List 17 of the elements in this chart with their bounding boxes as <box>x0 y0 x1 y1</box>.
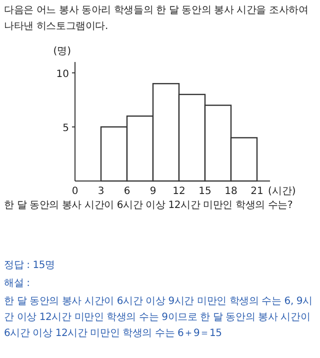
x-axis-title: (시간) <box>268 186 296 197</box>
x-tick-label: 6 <box>124 186 130 197</box>
x-tick-label: 12 <box>172 186 186 197</box>
y-tick-label: 10 <box>56 68 69 80</box>
x-tick-label: 3 <box>98 186 104 197</box>
x-tick-label: 21 <box>250 186 264 197</box>
y-tick-label: 5 <box>62 122 69 134</box>
y-axis-title: (명) <box>53 46 72 57</box>
x-tick-label: 18 <box>224 186 238 197</box>
annotation: 한 달 동안의 봉사 시간이 6시간 이상 9시간 미만인 학생의 수는 6, 9시간 이상 12시간 미만인 학생의 수는 9이므로 한 달 동안의 봉사 시간이 6시간 이상 12시간 미만인 학생의 수는 6＋9＝15 <box>4 295 314 341</box>
x-tick-label: 15 <box>198 186 212 197</box>
annotation: 한 달 동안의 봉사 시간이 6시간 이상 12시간 미만인 학생의 수는? <box>4 199 294 213</box>
title: 다음은 어느 봉사 동아리 학생들의 한 달 동안의 봉사 시간을 조사하여 나타낸 히스토그램이다. <box>4 4 310 34</box>
x-tick-label: 0 <box>72 186 78 197</box>
annotation: 정답 : 15명 <box>4 259 56 273</box>
annotation: 해설 : <box>4 277 31 291</box>
x-tick-label: 9 <box>150 186 156 197</box>
